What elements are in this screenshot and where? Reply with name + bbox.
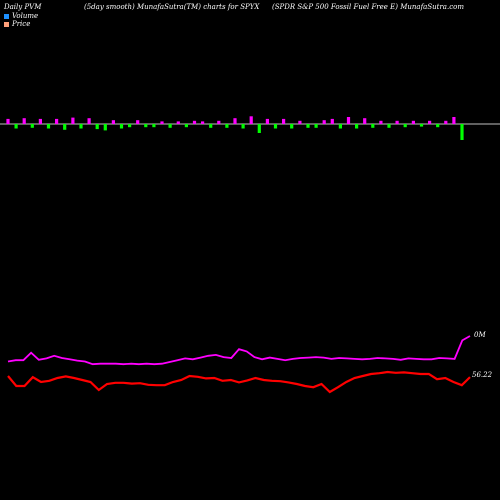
volume-bar [371,124,375,128]
volume-bar [55,118,59,124]
legend-price: Price [4,20,30,28]
volume-bar [160,121,164,124]
volume-bar [79,124,83,129]
volume-bar [306,124,310,128]
volume-bar [152,124,156,128]
volume-bar [71,117,75,124]
header-center: (5day smooth) MunafaSutra(TM) charts for… [84,3,260,11]
volume-bar [128,124,132,128]
volume-bar [30,124,34,128]
legend-volume-label: Volume [12,12,39,20]
volume-bar [95,124,99,130]
volume-bar [355,124,359,129]
volume-bar [241,124,245,129]
volume-bar [46,124,51,129]
volume-bar [87,118,91,124]
volume-bar [184,124,188,128]
price-end-label: 56.22 [472,371,493,379]
volume-bar [233,118,237,124]
volume-bar [265,118,269,124]
volume-bar [38,118,42,124]
volume-bar [290,124,294,129]
volume-bar [225,124,229,128]
volume-bar [436,124,440,128]
header-left: Daily PVM [4,3,42,11]
volume-bar [322,120,326,124]
volume-bar [257,124,261,133]
volume-bar [460,124,464,140]
volume-bar [298,120,302,124]
volume-bar [403,124,407,128]
volume-bar [314,124,318,128]
volume-bar [119,124,124,129]
volume-bar [363,118,367,124]
volume-bar [330,118,334,124]
volume-bar [192,120,197,124]
volume-bar [103,124,107,131]
header-right: (SPDR S&P 500 Fossil Fuel Free E) Munafa… [272,3,464,11]
volume-bar [136,120,140,124]
price-swatch [4,21,9,27]
volume-bar [273,124,278,129]
volume-bar [346,117,351,124]
volume-bar [395,120,399,124]
volume-bars [6,116,464,140]
legend-price-label: Price [12,20,31,28]
volume-bar [379,120,383,124]
volume-bar [176,121,180,124]
price-line [7,370,471,394]
volume-bar [201,121,205,124]
volume-swatch [4,13,9,19]
volume-bar [144,124,148,128]
volume-bar [428,120,432,124]
legend-volume: Volume [4,12,38,20]
volume-bar [282,118,286,124]
volume-bar [452,117,456,124]
volume-end-label: 0M [474,331,486,339]
volume-line [7,335,471,366]
volume-bar [419,124,424,127]
volume-bar [209,124,213,128]
volume-bar [22,118,26,124]
volume-bar [63,124,67,130]
volume-bar [411,120,415,124]
volume-bar [249,116,253,124]
volume-bar [387,124,391,128]
volume-bar [111,120,115,124]
volume-bar [14,124,18,129]
volume-bar [217,120,221,124]
volume-bar [6,118,10,124]
volume-bar [168,124,172,128]
volume-bar [338,124,342,129]
volume-bar [444,120,448,124]
